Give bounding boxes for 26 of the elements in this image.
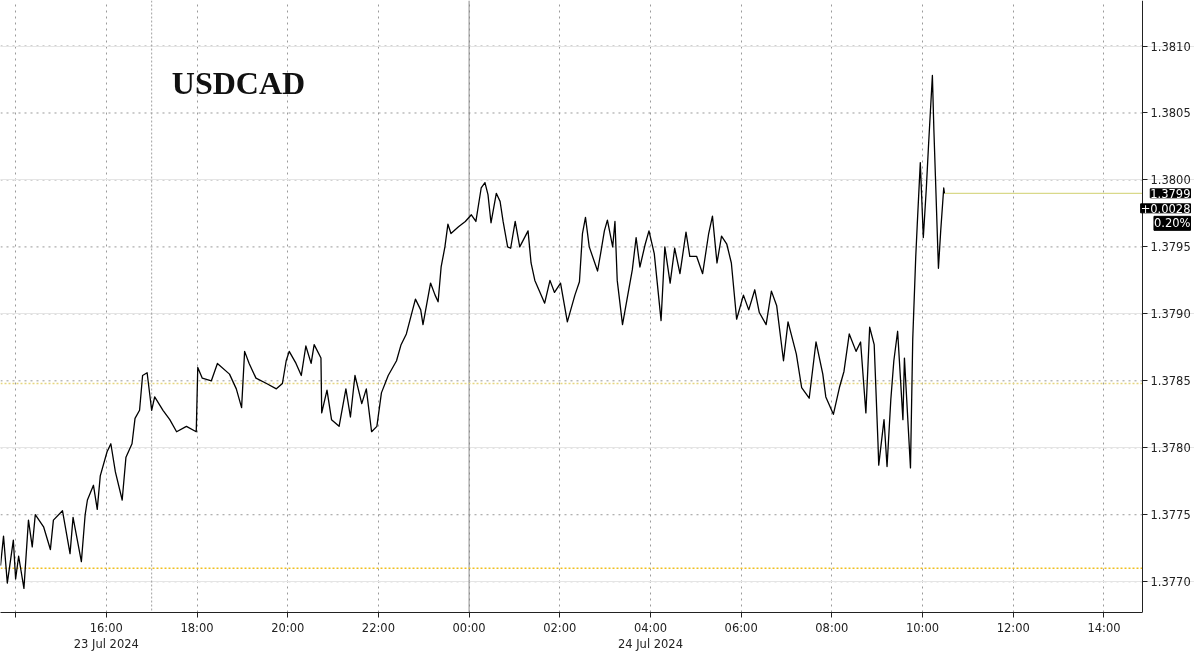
x-tick-label: 14:00 <box>1087 620 1121 635</box>
x-tick-label: 06:00 <box>724 620 758 635</box>
x-tick-label: 00:00 <box>452 620 486 635</box>
y-tick-label: 1.3795 <box>1150 240 1191 255</box>
x-tick-label: 22:00 <box>361 620 395 635</box>
y-tick-label: 1.3775 <box>1150 508 1191 523</box>
y-tick-label: 1.3790 <box>1150 307 1191 322</box>
y-tick-label: 1.3805 <box>1150 106 1191 121</box>
x-tick-label: 12:00 <box>996 620 1030 635</box>
y-tick-label: 1.3785 <box>1150 374 1191 389</box>
y-tick-label: 1.3780 <box>1150 441 1191 456</box>
x-tick-label: 10:00 <box>905 620 940 635</box>
ref-line-label: 1.3799 <box>1150 186 1191 201</box>
x-tick-label: 02:00 <box>543 620 577 635</box>
y-tick-label: 1.3810 <box>1150 39 1191 54</box>
annotation: +0.0028 <box>1140 201 1191 216</box>
y-tick-label: 1.3800 <box>1150 173 1191 188</box>
text: 0.20% <box>1153 216 1191 231</box>
x-tick-label: 04:00 24 Jul 2024 <box>617 620 684 652</box>
line-series <box>0 74 946 590</box>
x-tick-label: 08:00 <box>815 620 849 635</box>
x-tick-label: 20:00 <box>271 620 305 635</box>
text: USDCAD <box>171 65 306 102</box>
x-tick-label: 16:00 23 Jul 2024 <box>73 620 139 652</box>
y-tick-label: 1.3770 <box>1150 575 1191 590</box>
x-tick-label: 18:00 <box>180 620 214 635</box>
